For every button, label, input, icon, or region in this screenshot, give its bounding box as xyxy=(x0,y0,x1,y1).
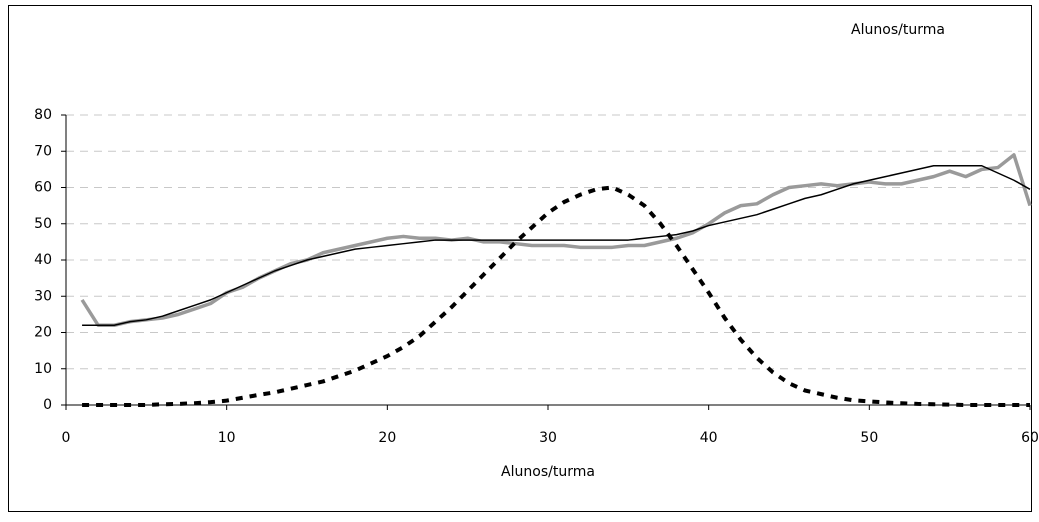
x-axis-label: Alunos/turma xyxy=(501,464,595,480)
y-tick-label: 0 xyxy=(43,397,52,413)
x-tick-label: 10 xyxy=(218,430,236,446)
series-line xyxy=(82,165,1031,326)
series-line xyxy=(80,153,1032,327)
y-tick-label: 10 xyxy=(34,361,52,377)
y-tick-label: 30 xyxy=(34,288,52,304)
x-tick-label: 60 xyxy=(1021,430,1039,446)
series-line xyxy=(82,185,1030,407)
y-tick-label: 40 xyxy=(34,252,52,268)
y-tick-label: 70 xyxy=(34,143,52,159)
y-tick-label: 20 xyxy=(34,325,52,341)
x-tick-label: 50 xyxy=(860,430,878,446)
y-tick-label: 80 xyxy=(34,107,52,123)
x-tick-label: 20 xyxy=(378,430,396,446)
chart-frame xyxy=(8,5,1032,512)
annotation: Alunos/turma xyxy=(851,22,945,38)
x-tick-label: 0 xyxy=(62,430,71,446)
y-tick-label: 60 xyxy=(34,180,52,196)
y-tick-label: 50 xyxy=(34,216,52,232)
x-tick-label: 30 xyxy=(539,430,557,446)
x-tick-label: 40 xyxy=(700,430,718,446)
